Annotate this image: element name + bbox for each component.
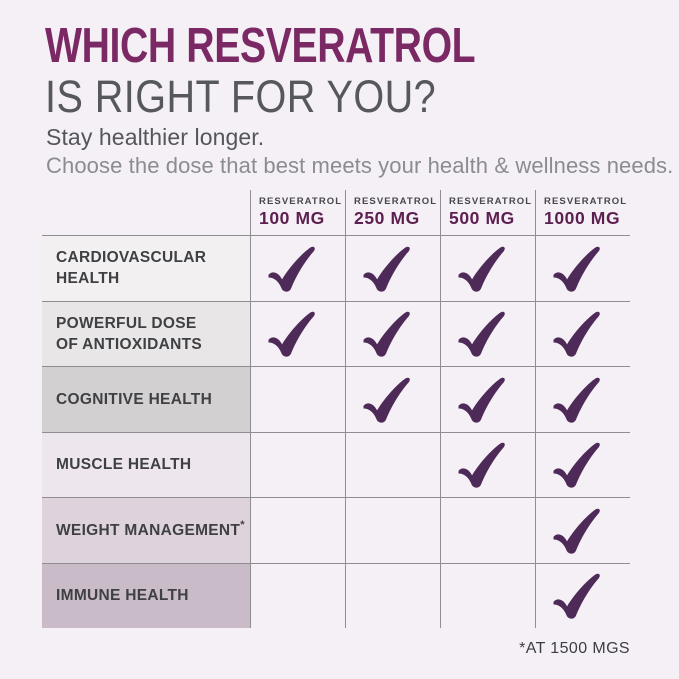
column-brand-label: RESVERATROL [544, 196, 628, 207]
table-cell [345, 497, 440, 563]
column-brand-label: RESVERATROL [354, 196, 438, 207]
row-label-line: IMMUNE HEALTH [56, 587, 189, 605]
table-cell [535, 431, 630, 497]
row-label-line: POWERFUL DOSE [56, 314, 197, 332]
column-dose-label: 100 MG [259, 208, 325, 228]
table-cell [535, 366, 630, 432]
footnote-asterisk: * [240, 518, 245, 531]
table-cell [250, 497, 345, 563]
table-cell [345, 300, 440, 366]
comparison-table: RESVERATROL 100 MG RESVERATROL 250 MG RE… [42, 190, 630, 628]
table-cell [250, 366, 345, 432]
table-cell [535, 497, 630, 563]
table-cell [345, 235, 440, 301]
row-label-text: WEIGHT MANAGEMENT [56, 521, 241, 539]
column-brand-label: RESVERATROL [449, 196, 533, 207]
row-label-muscle-health: MUSCLE HEALTH [42, 431, 250, 497]
page-subtitle-question: IS RIGHT FOR YOU? [45, 71, 437, 122]
tagline: Stay healthier longer. [46, 124, 265, 150]
table-cell [440, 497, 535, 563]
checkmark-icon [553, 443, 600, 488]
row-label-line: COGNITIVE HEALTH [56, 390, 213, 408]
table-cell [345, 431, 440, 497]
row-label-immune-health: IMMUNE HEALTH [42, 562, 250, 628]
row-label-line: HEALTH [56, 270, 120, 288]
column-dose-label: 250 MG [354, 208, 420, 228]
table-cell [345, 366, 440, 432]
checkmark-icon [363, 312, 410, 357]
row-label-weight-management: WEIGHT MANAGEMENT* [42, 497, 250, 563]
checkmark-icon [363, 246, 410, 292]
checkmark-icon [268, 246, 315, 292]
table-cell [535, 562, 630, 628]
table-cell [250, 300, 345, 366]
checkmark-icon [553, 312, 600, 357]
table-cell [440, 431, 535, 497]
description: Choose the dose that best meets your hea… [46, 153, 674, 178]
table-cell [345, 562, 440, 628]
table-cell [250, 431, 345, 497]
column-header-250mg: RESVERATROL 250 MG [345, 190, 440, 235]
column-header-100mg: RESVERATROL 100 MG [250, 190, 345, 235]
table-cell [250, 562, 345, 628]
row-label-line: CARDIOVASCULAR [56, 249, 207, 267]
row-label-antioxidants: POWERFUL DOSE OF ANTIOXIDANTS [42, 300, 250, 366]
table-cell [535, 235, 630, 301]
row-label-cognitive-health: COGNITIVE HEALTH [42, 366, 250, 432]
row-label-line: OF ANTIOXIDANTS [56, 335, 203, 353]
checkmark-icon [553, 377, 600, 423]
checkmark-icon [553, 508, 600, 554]
column-dose-label: 1000 MG [544, 208, 621, 228]
checkmark-icon [553, 246, 600, 292]
checkmark-icon [458, 377, 505, 423]
row-label-cardiovascular-health: CARDIOVASCULAR HEALTH [42, 235, 250, 301]
row-label-line: MUSCLE HEALTH [56, 456, 192, 474]
checkmark-icon [363, 377, 410, 423]
table-corner-cell [42, 190, 250, 235]
table-cell [440, 562, 535, 628]
table-cell [535, 300, 630, 366]
table-cell [440, 235, 535, 301]
table-cell [440, 366, 535, 432]
row-label-line: WEIGHT MANAGEMENT* [56, 518, 250, 541]
checkmark-icon [458, 312, 505, 357]
column-header-1000mg: RESVERATROL 1000 MG [535, 190, 630, 235]
checkmark-icon [268, 312, 315, 357]
table-cell [440, 300, 535, 366]
column-brand-label: RESVERATROL [259, 196, 343, 207]
column-header-500mg: RESVERATROL 500 MG [440, 190, 535, 235]
table-cell [250, 235, 345, 301]
page-title: WHICH RESVERATROL [45, 19, 476, 73]
column-dose-label: 500 MG [449, 208, 515, 228]
checkmark-icon [458, 246, 505, 292]
footnote: *AT 1500 MGS [519, 640, 630, 657]
checkmark-icon [458, 443, 505, 488]
checkmark-icon [553, 574, 600, 619]
